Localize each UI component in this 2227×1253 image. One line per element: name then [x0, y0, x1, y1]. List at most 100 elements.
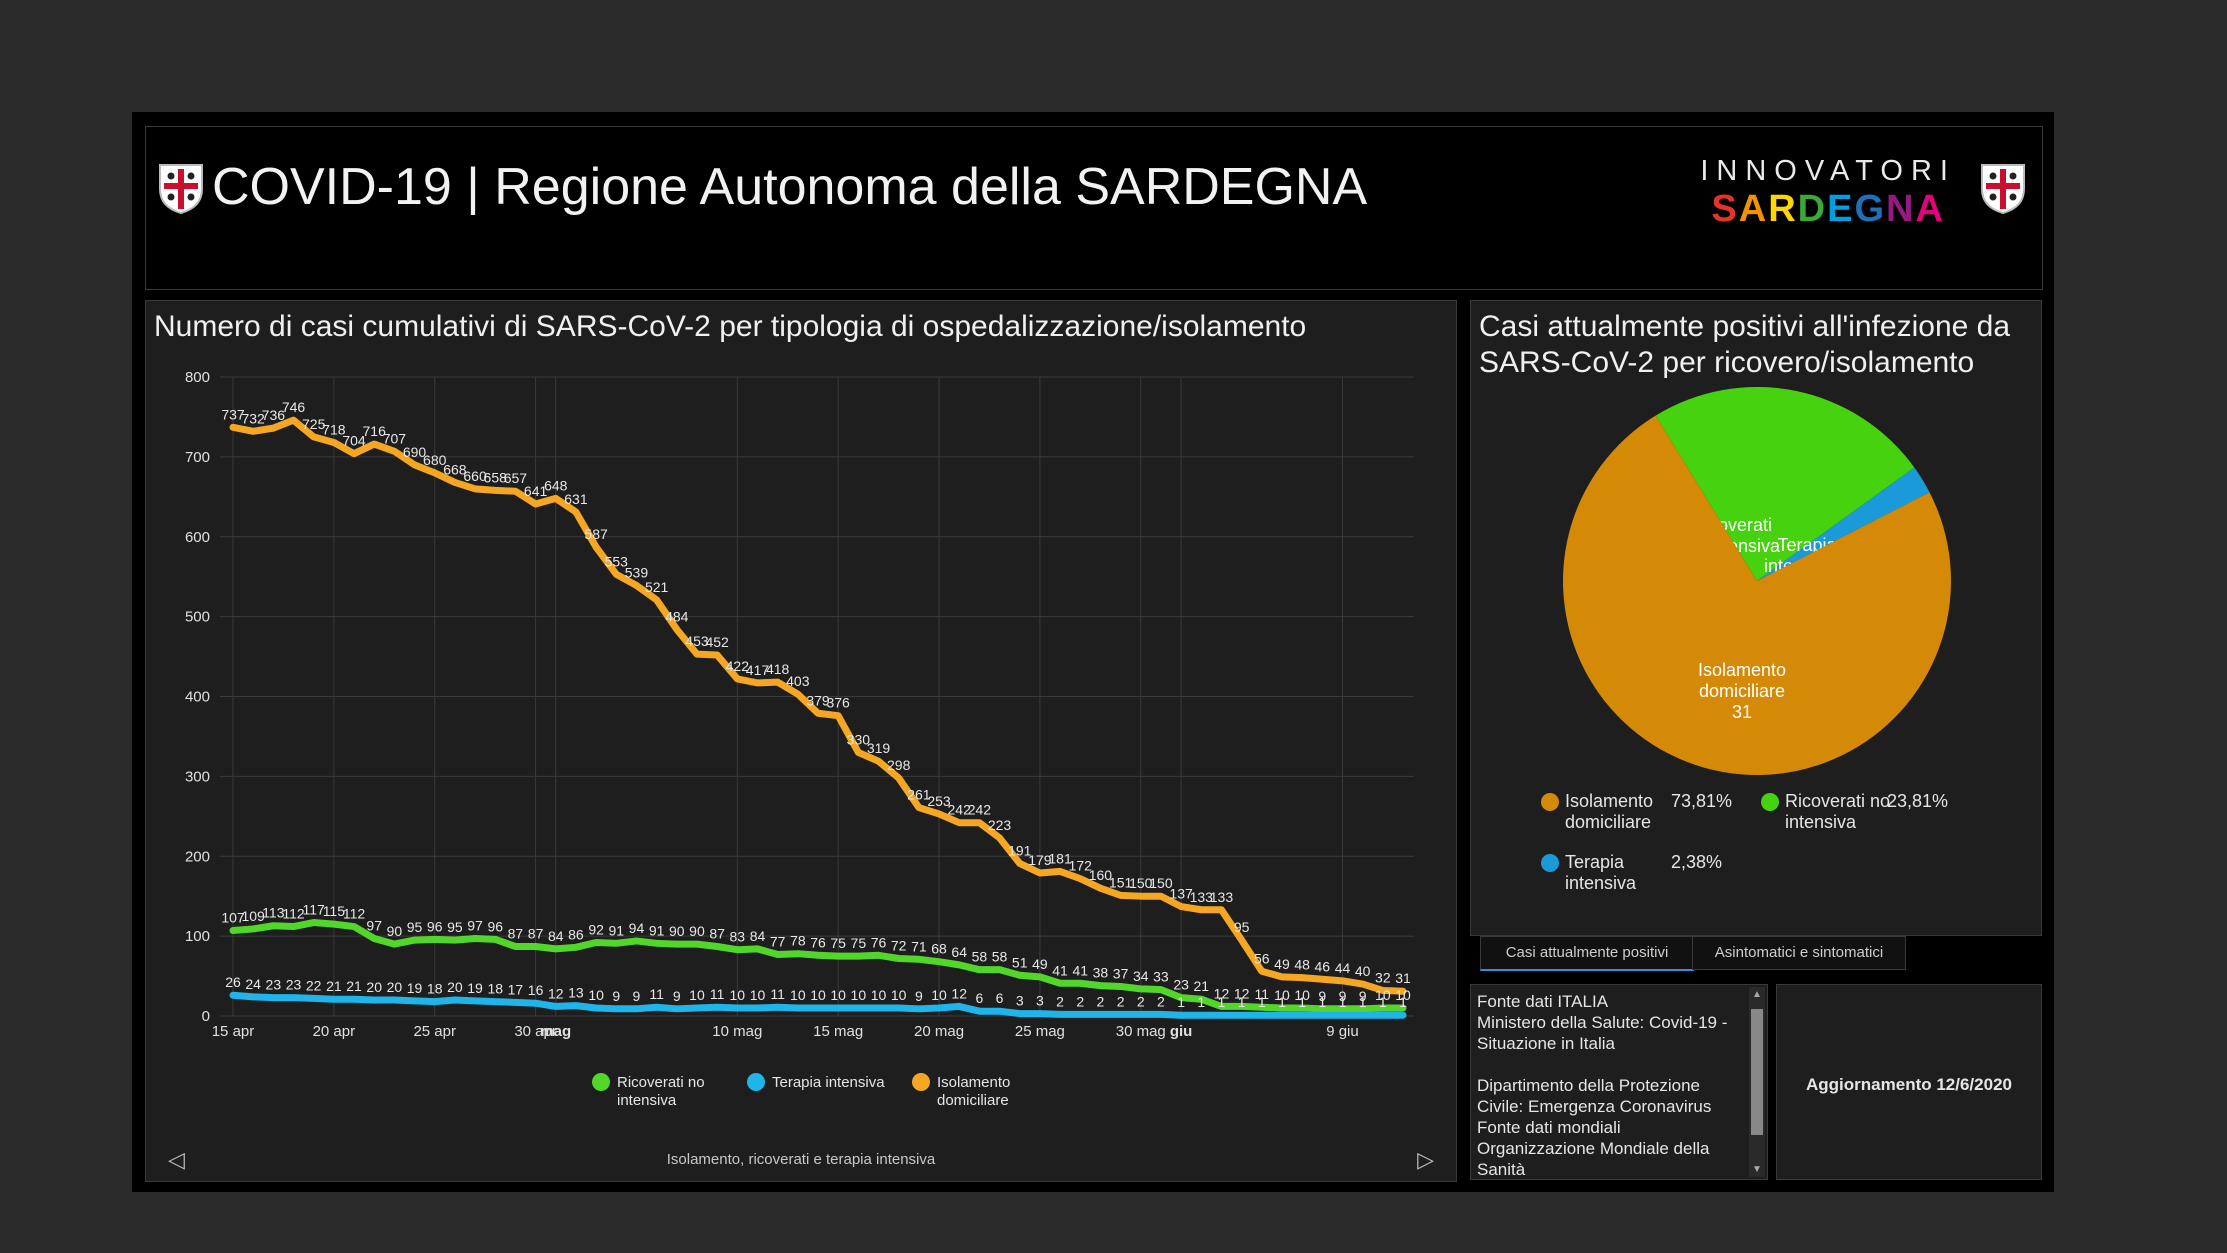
- data-label: 32: [1375, 969, 1391, 985]
- data-label: 417: [746, 662, 770, 678]
- tab-casi-attualmente-positivi[interactable]: Casi attualmente positivi: [1480, 936, 1694, 971]
- brand-bottom-text: SARDEGNA: [1700, 188, 1956, 231]
- data-label: 658: [484, 469, 508, 485]
- data-label: 113: [262, 905, 285, 921]
- scroll-down-icon[interactable]: ▼: [1752, 1164, 1762, 1175]
- data-label: 10: [750, 987, 766, 1003]
- data-label: 453: [685, 633, 709, 649]
- series-line: [229, 919, 1407, 1013]
- data-label: 1: [1258, 994, 1266, 1010]
- legend-label: intensiva: [617, 1092, 677, 1109]
- data-label: 96: [427, 918, 443, 934]
- data-label: 90: [669, 923, 685, 939]
- data-label: 71: [911, 938, 927, 954]
- data-label: 20: [387, 979, 403, 995]
- data-label: 1: [1278, 994, 1286, 1010]
- data-label: 680: [423, 452, 447, 468]
- data-label: 553: [605, 553, 629, 569]
- data-label: 746: [282, 399, 306, 415]
- data-label: 41: [1052, 962, 1068, 978]
- data-label: 707: [383, 430, 407, 446]
- data-label: 150: [1129, 875, 1153, 891]
- data-label: 160: [1089, 867, 1113, 883]
- data-label: 18: [427, 981, 443, 997]
- y-tick-label: 100: [185, 928, 210, 945]
- data-label: 521: [645, 579, 669, 595]
- y-tick-label: 600: [185, 529, 210, 546]
- data-label: 716: [363, 423, 387, 439]
- scroll-thumb[interactable]: [1751, 1009, 1763, 1135]
- data-label: 9: [612, 988, 620, 1004]
- data-label: 10: [851, 987, 867, 1003]
- data-label: 21: [1193, 978, 1209, 994]
- x-tick-label: giu: [1170, 1023, 1193, 1040]
- scroll-up-icon[interactable]: ▲: [1752, 989, 1762, 1000]
- data-label: 242: [968, 802, 992, 818]
- data-label: 92: [588, 922, 604, 938]
- legend-dot: [747, 1073, 765, 1091]
- data-label: 631: [564, 491, 588, 507]
- data-label: 10: [931, 987, 947, 1003]
- data-label: 10: [1395, 987, 1411, 1003]
- pie-slice: [1563, 415, 1951, 776]
- brand-letter: G: [1854, 188, 1887, 230]
- data-label: 587: [584, 526, 608, 542]
- data-label: 736: [262, 407, 286, 423]
- legend-dot: [592, 1073, 610, 1091]
- source-scrollbar[interactable]: ▲ ▼: [1749, 987, 1765, 1177]
- data-label: 379: [806, 692, 830, 708]
- data-label: 648: [544, 477, 568, 493]
- data-label: 718: [322, 421, 346, 437]
- x-tick-label: 9 giu: [1326, 1023, 1359, 1040]
- data-label: 223: [988, 817, 1012, 833]
- source-text: Fonte dati ITALIA Ministero della Salute…: [1477, 992, 1728, 1179]
- line-chart: 0 100 200 300 400 500 600 700 800 15 apr 20 apr 25 …: [185, 369, 1414, 1109]
- data-label: 403: [786, 673, 810, 689]
- data-label: 1: [1318, 994, 1326, 1010]
- header-bar: COVID-19 | Regione Autonoma della SARDEG…: [145, 126, 2043, 290]
- data-label: 2: [1056, 993, 1064, 1009]
- data-label: 191: [1008, 842, 1032, 858]
- data-label: 10: [1294, 987, 1310, 1003]
- source-panel: Fonte dati ITALIA Ministero della Salute…: [1470, 984, 1768, 1180]
- data-label: 422: [726, 658, 750, 674]
- y-tick-label: 800: [185, 369, 210, 386]
- data-label: 117: [303, 902, 326, 918]
- chart-next-arrow[interactable]: ▷: [1417, 1147, 1434, 1172]
- brand-letter: E: [1827, 188, 1855, 230]
- data-label: 298: [887, 757, 911, 773]
- data-label: 22: [306, 977, 322, 993]
- data-label: 40: [1355, 963, 1371, 979]
- data-label: 10: [871, 987, 887, 1003]
- pie-legend-percent: 73,81%: [1671, 791, 1733, 811]
- tab-asintomatici-sintomatici[interactable]: Asintomatici e sintomatici: [1692, 936, 1906, 970]
- data-label: 2: [1117, 993, 1125, 1009]
- data-label: 1: [1379, 994, 1387, 1010]
- data-label: 41: [1072, 962, 1088, 978]
- data-label: 95: [1234, 919, 1250, 935]
- data-label: 641: [524, 483, 548, 499]
- data-label: 72: [891, 937, 907, 953]
- data-label: 10: [1274, 987, 1290, 1003]
- data-label: 44: [1335, 960, 1351, 976]
- data-label: 115: [323, 903, 346, 919]
- data-label: 26: [225, 974, 241, 990]
- data-label: 330: [847, 731, 871, 747]
- data-label: 6: [975, 990, 983, 1006]
- data-label: 109: [241, 908, 265, 924]
- data-label: 242: [948, 802, 972, 818]
- data-label: 76: [871, 934, 887, 950]
- data-label: 539: [625, 564, 649, 580]
- data-label: 51: [1012, 954, 1028, 970]
- chart-prev-arrow[interactable]: ◁: [168, 1147, 185, 1172]
- brand-letter: S: [1711, 188, 1739, 230]
- data-label: 11: [710, 986, 725, 1002]
- y-tick-label: 700: [185, 449, 210, 466]
- data-label: 78: [790, 933, 806, 949]
- data-label: 58: [972, 949, 988, 965]
- pie-legend-label: Ricoverati no intensiva: [1785, 791, 1891, 832]
- x-tick-label: 15 apr: [212, 1023, 255, 1040]
- pie-chart-panel: Casi attualmente positivi all'infezione …: [1470, 300, 2042, 936]
